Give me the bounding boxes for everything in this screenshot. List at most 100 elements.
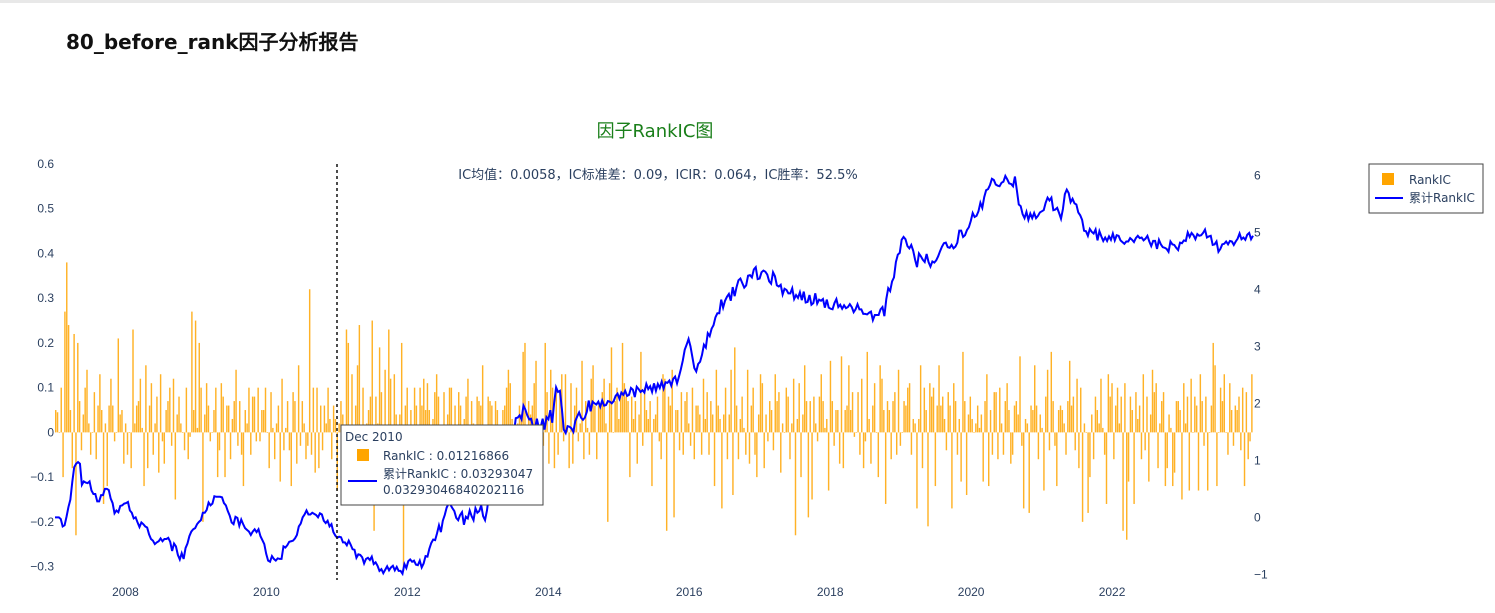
x-tick-label: 2016 [676, 585, 703, 599]
rankic-bar [106, 432, 108, 487]
rankic-bar [183, 432, 186, 451]
rankic-bar [824, 427, 826, 433]
rankic-bar [559, 392, 561, 433]
rankic-bar [1166, 432, 1168, 469]
rankic-bar [702, 378, 705, 433]
rankic-bar [303, 423, 305, 433]
rankic-bars[interactable] [55, 262, 1253, 572]
rankic-bar [1124, 383, 1126, 433]
rankic-bar [851, 392, 854, 433]
rankic-bar [686, 392, 688, 433]
rankic-bar [294, 401, 296, 433]
rankic-bar [1186, 396, 1189, 433]
rankic-bar [728, 414, 730, 433]
rankic-bar [919, 365, 922, 433]
rankic-bar [757, 414, 760, 433]
rankic-bar [927, 432, 929, 527]
y-right-tick-label: 0 [1254, 510, 1261, 524]
rankic-bar [331, 432, 333, 460]
rankic-bar [792, 378, 795, 433]
rankic-bar [273, 432, 276, 460]
rankic-bar [930, 396, 933, 433]
rankic-bar [1138, 405, 1141, 433]
rankic-bar [102, 432, 105, 504]
rankic-bar [596, 432, 598, 460]
rankic-bar [200, 387, 202, 433]
rankic-bar [982, 432, 984, 482]
rankic-bar [421, 405, 423, 433]
rankic-bar [691, 387, 694, 433]
rankic-bar [213, 410, 215, 433]
rankic-bar [653, 418, 655, 433]
rankic-bar [406, 387, 408, 433]
rankic-bar [776, 401, 778, 433]
rankic-bar [816, 432, 819, 442]
rankic-bar [389, 378, 392, 433]
legend-item-rankic[interactable]: RankIC [1382, 173, 1451, 187]
rankic-bar [358, 325, 361, 433]
rankic-bar [550, 369, 552, 433]
y-right-tick-label: 6 [1254, 168, 1261, 182]
rankic-bar [1063, 423, 1065, 433]
rankic-bar [1203, 432, 1205, 446]
rankic-bar [180, 423, 182, 433]
rankic-bar [1061, 410, 1064, 433]
rankic-bar [248, 387, 250, 433]
rankic-bar [301, 401, 304, 433]
rankic-bar [846, 405, 848, 433]
rankic-bar [323, 405, 326, 433]
rankic-bar [297, 365, 300, 433]
rankic-bar [607, 432, 609, 522]
rankic-bar [910, 432, 913, 455]
rankic-bar [907, 387, 909, 433]
rankic-bar [145, 365, 147, 433]
rankic-bar [1085, 432, 1087, 433]
rankic-bar [665, 432, 668, 531]
rankic-bar [481, 365, 484, 433]
rankic-bar [89, 432, 92, 455]
rankic-bar [152, 432, 154, 455]
rankic-bar [945, 432, 948, 451]
rankic-bar [1019, 356, 1021, 433]
rankic-bar [1041, 427, 1043, 433]
rankic-bar [1114, 405, 1117, 433]
rankic-bar [1034, 365, 1036, 433]
rankic-bar [820, 374, 822, 433]
rankic-bar [231, 418, 234, 433]
rankic-bar [1210, 405, 1213, 433]
rankic-bar [684, 401, 686, 433]
rankic-bar [112, 405, 114, 433]
x-tick-label: 2020 [958, 585, 985, 599]
rankic-bar [778, 392, 780, 433]
rankic-bar [995, 392, 997, 433]
cumulative-rankic-line[interactable] [55, 173, 1254, 577]
rankic-bar [940, 405, 942, 433]
rankic-bar [345, 329, 348, 433]
rankic-bar [1002, 432, 1005, 455]
rankic-bar [216, 432, 219, 478]
rankic-bar [283, 432, 285, 451]
rankic-bar [908, 383, 911, 433]
rankic-bar [176, 414, 178, 433]
legend[interactable]: RankIC 累计RankIC [1368, 163, 1484, 214]
rankic-bar [619, 396, 622, 433]
rankic-bar [1057, 410, 1060, 433]
rankic-bar [967, 414, 970, 433]
rankic-bar [419, 387, 421, 433]
rankic-bar [185, 387, 188, 433]
rankic-bar [868, 418, 870, 433]
rankic-bar [553, 432, 556, 469]
hover-tooltip: Dec 2010 RankIC : 0.01216866 累计RankIC : … [340, 424, 544, 506]
rankic-bar [783, 432, 786, 433]
rankic-bar [809, 401, 811, 433]
rankic-bar [1206, 432, 1209, 491]
rankic-bar [384, 369, 386, 433]
legend-item-cumulative[interactable]: 累计RankIC [1375, 191, 1475, 205]
rankic-bar [818, 396, 821, 433]
rankic-bar [307, 432, 309, 446]
rankic-bar [66, 262, 68, 433]
y-left-tick-label: 0.5 [37, 202, 54, 216]
rankic-bar [124, 423, 127, 433]
x-tick-label: 2014 [535, 585, 562, 599]
